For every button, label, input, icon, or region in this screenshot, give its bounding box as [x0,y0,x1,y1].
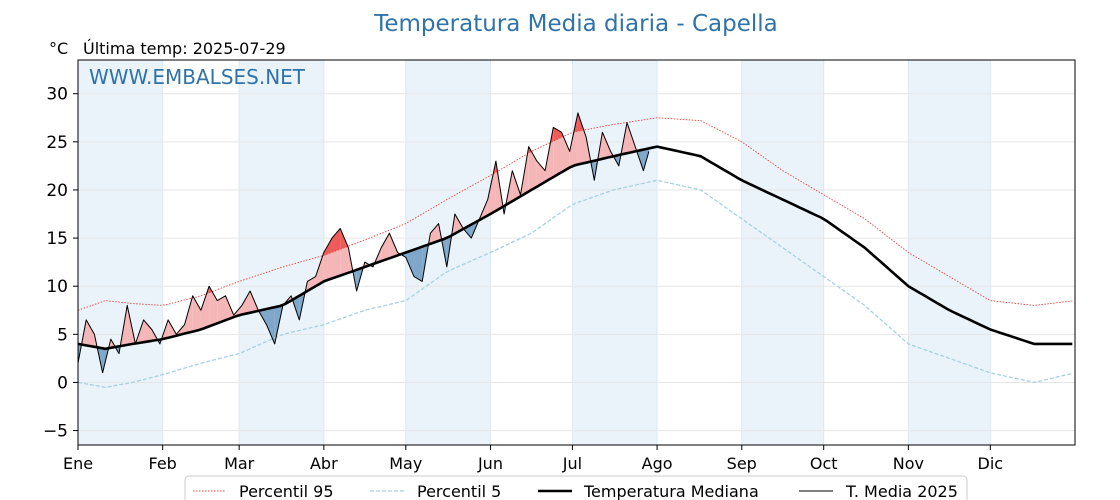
fill-above-median [184,295,193,334]
month-shade-nov [908,60,991,445]
x-tick-label-jul: Jul [562,454,582,473]
legend-2025-label: T. Media 2025 [845,482,958,500]
fill-above-median [602,132,611,159]
fill-below-median [413,246,423,282]
x-tick-label-ene: Ene [63,454,93,473]
y-tick-label: 15 [46,229,68,249]
x-tick-label-sep: Sep [727,454,757,473]
y-tick-label: 30 [46,85,68,105]
month-shade-sep [741,60,824,445]
legend: Percentil 95 Percentil 5 Temperatura Med… [184,475,968,500]
x-axis: Ene Feb Mar Abr May Jun Jul Ago Sep Oct Nov Dic [63,445,1003,473]
watermark: WWW.EMBALSES.NET [89,65,306,89]
fill-below-median [266,307,275,344]
x-tick-label-abr: Abr [310,454,338,473]
legend-box [184,475,968,500]
legend-median-label: Temperatura Mediana [583,482,759,500]
series-temperatura-mediana [77,145,1073,351]
fill-above-median [217,295,226,324]
month-shade-mar [239,60,324,445]
chart-title: Temperatura Media diaria - Capella [373,11,778,37]
fill-above-p95 [553,127,562,142]
plot-frame [77,59,1076,446]
y-tick-label: −5 [43,422,68,442]
fill-above-median [536,161,546,187]
series-t-media-2025 [77,112,650,374]
y-tick-label: 5 [57,325,68,345]
fill-above-median [200,286,210,330]
fill-above-median [430,223,439,244]
fill-above-median [225,295,234,321]
x-tick-label-feb: Feb [149,454,177,473]
month-shade-ene [78,60,163,445]
fill-above-median [512,170,521,202]
fill-above-p95 [332,228,341,253]
x-tick-label-ago: Ago [642,454,673,473]
x-tick-label-jun: Jun [477,454,503,473]
y-tick-label: 20 [46,181,68,201]
series-percentil-95 [77,117,1073,311]
month-shade-jul [572,60,658,445]
month-shading [78,60,991,445]
fill-above-median [241,291,251,315]
y-tick-label: 0 [57,373,68,393]
fill-above-median [143,319,152,343]
y-tick-label: 25 [46,133,68,153]
fill-above-median [389,233,398,259]
x-tick-label-dic: Dic [978,454,1004,473]
fill-above-median [315,252,324,287]
unit-label: °C [49,39,68,58]
last-temp-label: Última temp: 2025-07-29 [83,39,286,58]
fill-above-median [192,295,201,332]
series-lines [77,112,1073,388]
fill-above-median [381,233,390,262]
fill-above-median [307,276,316,291]
x-tick-label-mar: Mar [224,454,255,473]
x-tick-label-nov: Nov [893,454,924,473]
fill-above-median [487,161,496,216]
fill-above-median [86,319,95,347]
y-tick-label: 10 [46,277,68,297]
legend-p5-label: Percentil 5 [417,482,501,500]
fill-below-median [405,249,414,277]
legend-p95-label: Percentil 95 [239,482,334,500]
fill-above-median [561,132,570,173]
x-tick-label-may: May [389,454,422,473]
fill-above-median [209,286,218,327]
y-axis: −5 0 5 10 15 20 25 30 [43,85,78,442]
series-percentil-5 [77,179,1073,388]
x-tick-label-oct: Oct [810,454,838,473]
